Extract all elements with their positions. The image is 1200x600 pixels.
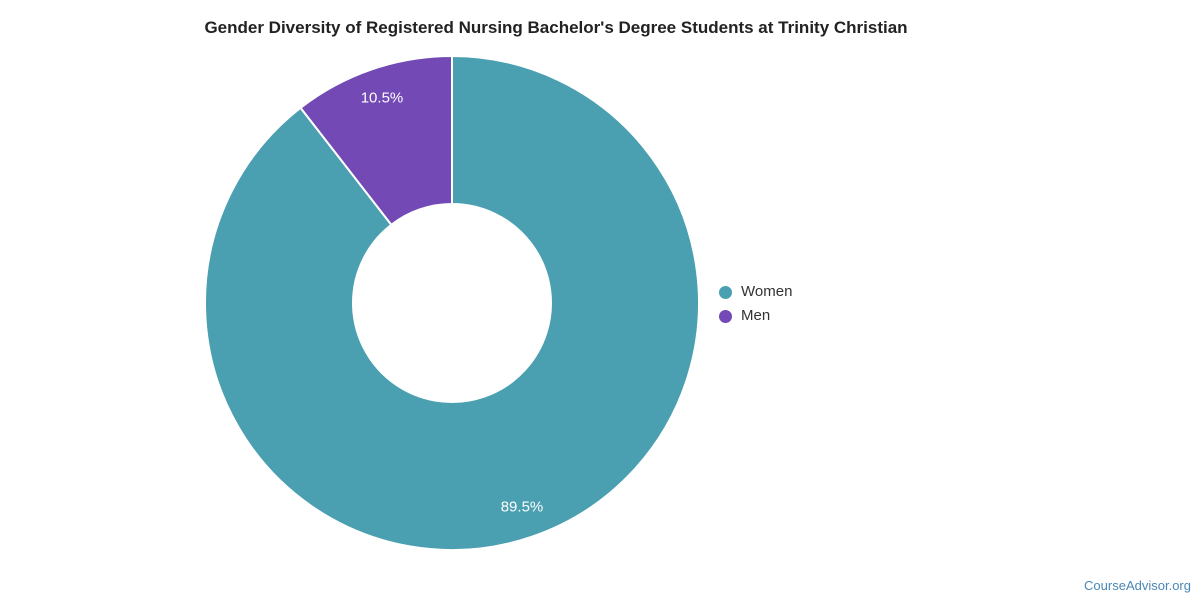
pie-slice-men[interactable] [299, 55, 453, 226]
legend: Women Men [719, 280, 792, 328]
pie-slice-women[interactable] [204, 55, 700, 551]
slice-percent-label-men: 10.5% [361, 90, 404, 107]
chart-title: Gender Diversity of Registered Nursing B… [204, 18, 908, 37]
legend-label-women: Women [741, 283, 793, 300]
legend-item-women[interactable]: Women [719, 280, 792, 304]
legend-marker-men-icon [719, 309, 732, 323]
watermark-link[interactable]: CourseAdvisor.org [1084, 578, 1191, 593]
legend-label-men: Men [741, 307, 771, 324]
legend-item-men[interactable]: Men [719, 304, 792, 328]
legend-marker-women-icon [719, 285, 732, 299]
slice-percent-label-women: 89.5% [501, 498, 544, 515]
